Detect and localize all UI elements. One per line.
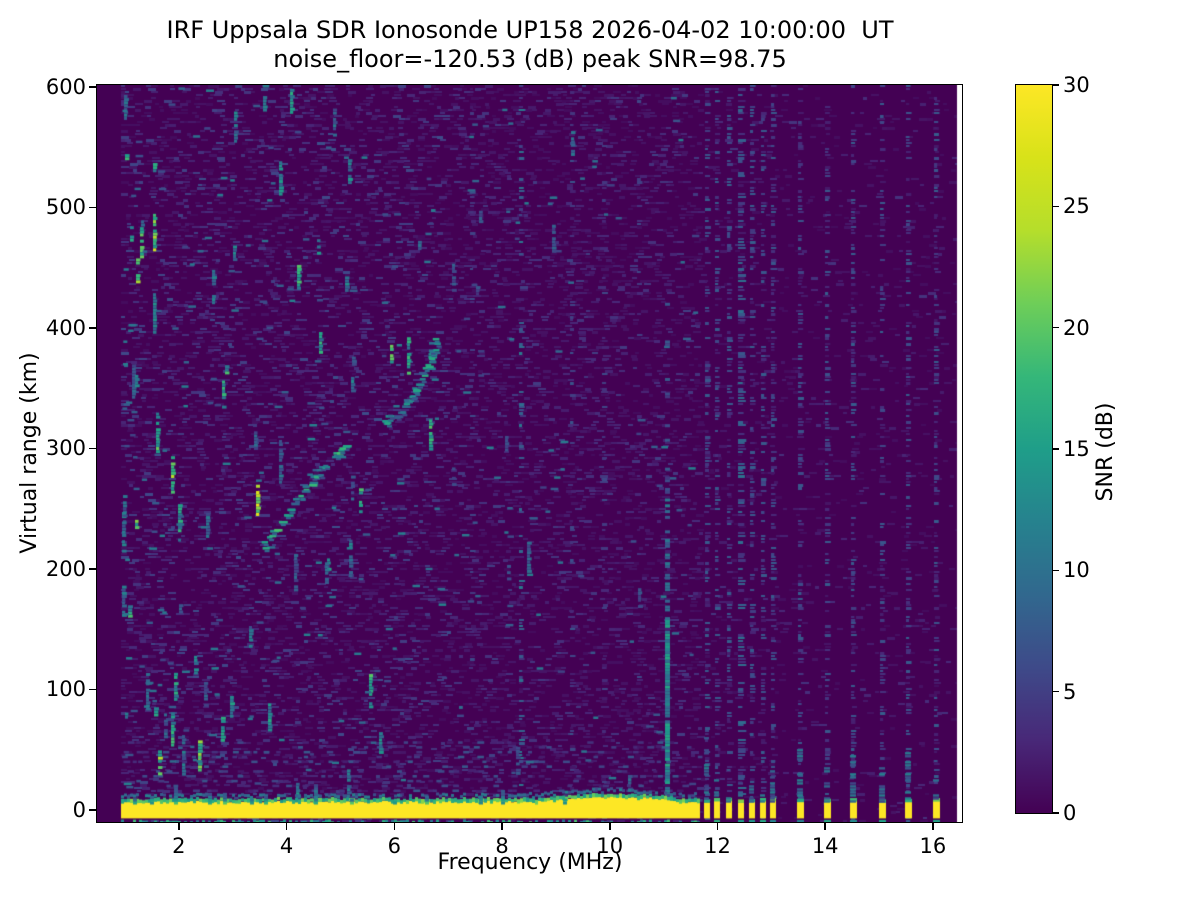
x-tick-mark [285,823,288,830]
x-tick-label: 2 [172,834,186,858]
x-tick-label: 8 [495,834,509,858]
x-tick-mark [716,823,719,830]
colorbar-tick-label: 5 [1063,679,1077,704]
x-tick-mark [178,823,180,830]
colorbar [1015,84,1053,814]
colorbar-tick-label: 30 [1063,73,1090,97]
y-tick-mark [89,206,96,209]
y-tick-label: 300 [45,436,86,461]
ionogram-heatmap [97,85,962,822]
colorbar-label: SNR (dB) [1093,402,1118,502]
x-tick-label: 6 [387,834,401,858]
y-tick-mark [89,688,96,691]
colorbar-tick-mark [1053,812,1059,814]
y-axis-label: Virtual range (km) [17,352,42,554]
x-tick-label: 14 [811,834,839,858]
y-tick-mark [89,447,96,450]
y-tick-label: 0 [72,797,86,822]
colorbar-tick-mark [1053,84,1059,86]
y-tick-label: 500 [45,195,86,220]
colorbar-tick-label: 10 [1063,558,1090,583]
y-tick-label: 100 [45,677,86,702]
chart-title: IRF Uppsala SDR Ionosonde UP158 2026-04-… [166,16,894,44]
x-tick-label: 16 [919,834,947,858]
chart-subtitle: noise_floor=-120.53 (dB) peak SNR=98.75 [273,45,787,73]
y-tick-mark [89,809,96,811]
colorbar-tick-mark [1053,326,1059,329]
y-tick-mark [89,327,96,329]
x-tick-mark [824,823,826,830]
x-tick-mark [501,823,503,830]
x-tick-mark [609,823,611,830]
colorbar-tick-label: 15 [1063,437,1090,461]
y-tick-mark [89,86,96,88]
y-tick-label: 200 [45,556,86,581]
colorbar-tick-mark [1053,205,1059,208]
x-tick-mark [393,823,396,830]
colorbar-tick-label: 25 [1063,194,1090,219]
plot-area [96,84,963,823]
x-axis-label: Frequency (MHz) [437,850,623,875]
y-tick-label: 600 [45,74,86,99]
colorbar-tick-mark [1053,569,1059,572]
colorbar-tick-label: 0 [1063,801,1077,825]
x-tick-label: 12 [704,834,731,858]
x-tick-label: 4 [279,834,294,858]
x-tick-mark [932,823,934,830]
colorbar-tick-mark [1053,690,1059,693]
colorbar-tick-mark [1053,448,1059,450]
y-tick-mark [89,568,96,570]
y-tick-label: 400 [45,315,86,340]
colorbar-tick-label: 20 [1063,315,1090,340]
x-tick-label: 10 [596,834,624,858]
